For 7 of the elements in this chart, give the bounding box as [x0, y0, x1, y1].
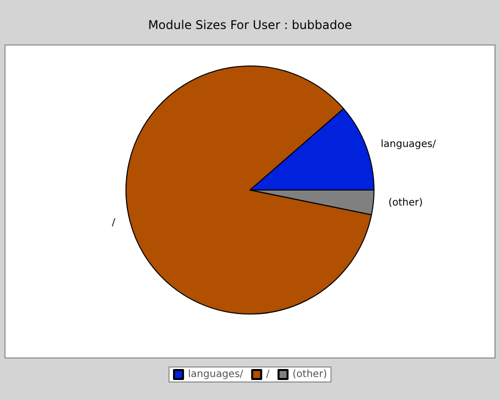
- slice-label: /: [112, 218, 116, 229]
- legend-label: /: [266, 369, 270, 380]
- slice-label: languages/: [380, 138, 437, 150]
- slice-label: (other): [388, 198, 423, 209]
- legend-label: languages/: [188, 369, 244, 380]
- chart-subtitle: Module Sizes For User : bubbadoe: [148, 18, 352, 32]
- legend-label: (other): [292, 369, 328, 380]
